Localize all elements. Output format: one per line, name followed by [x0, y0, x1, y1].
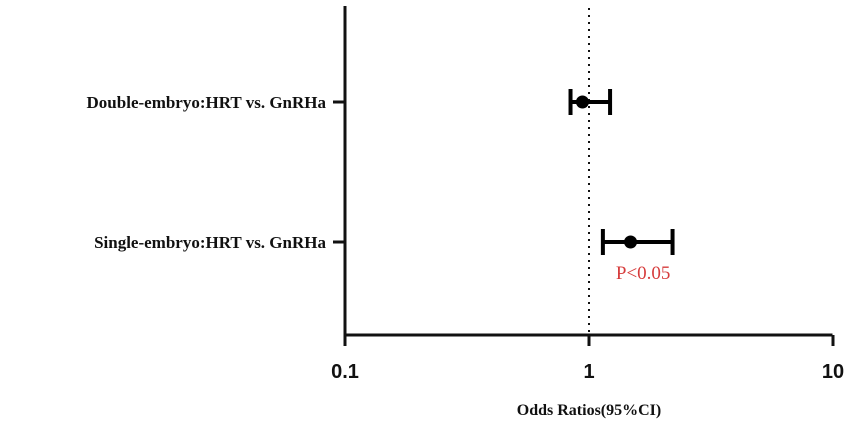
estimates: P<0.05 — [568, 89, 675, 284]
significance-annotation: P<0.05 — [616, 263, 671, 284]
point-estimate — [575, 95, 589, 109]
x-ticks: 0.1 1 10 — [331, 335, 844, 383]
y-categories: Double-embryo:HRT vs. GnRHa Single-embryo… — [87, 93, 345, 252]
point-estimate — [624, 235, 638, 249]
x-tick-label: 10 — [822, 361, 844, 383]
x-tick-label: 0.1 — [331, 361, 359, 383]
x-tick-label: 1 — [583, 361, 594, 383]
row-label: Single-embryo:HRT vs. GnRHa — [94, 233, 326, 252]
row-label: Double-embryo:HRT vs. GnRHa — [87, 93, 327, 112]
x-axis-title: Odds Ratios(95%CI) — [517, 402, 661, 419]
